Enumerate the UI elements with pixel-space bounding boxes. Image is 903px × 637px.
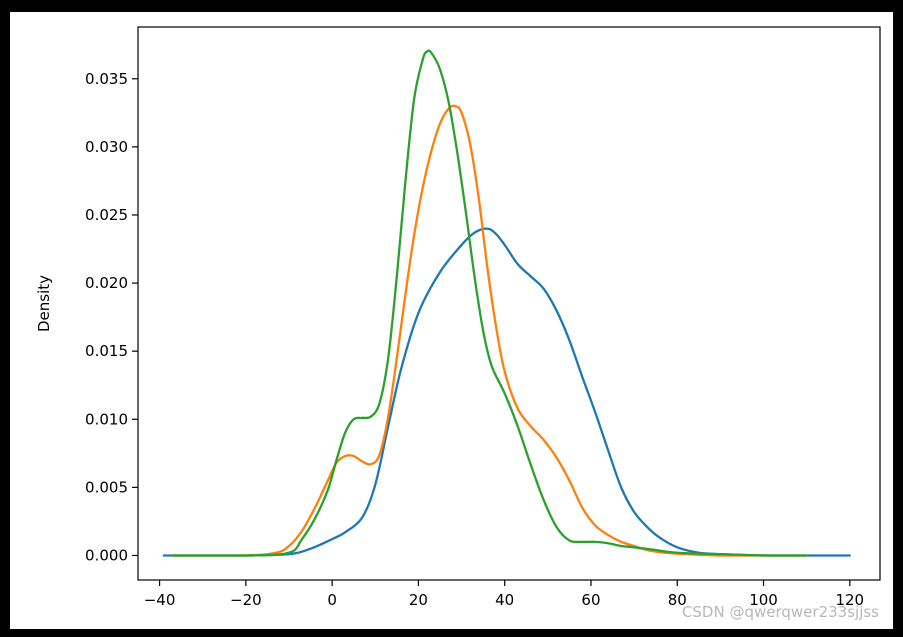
y-tick-label: 0.030: [85, 138, 128, 156]
series-layer: [162, 49, 851, 557]
y-tick-label: 0.010: [85, 410, 128, 428]
x-tick-label: 40: [495, 591, 514, 609]
watermark: CSDN @qwerqwer233sjjss: [681, 603, 879, 621]
series-line-3: [171, 49, 808, 557]
plot-area: [138, 27, 880, 580]
figure: −40 −20 0 20 40 60 80 100 120 0.000 0.005 0.010 0.0…: [10, 12, 893, 629]
x-tick-label: 80: [668, 591, 687, 609]
x-tick-label: 0: [327, 591, 337, 609]
y-tick-label: 0.005: [85, 478, 128, 496]
y-tick-label: 0.035: [85, 70, 128, 88]
series-line-1: [162, 227, 851, 557]
x-tick-label: −20: [230, 591, 262, 609]
y-tick-label: 0.025: [85, 206, 128, 224]
density-chart: −40 −20 0 20 40 60 80 100 120 0.0000.0050.0100.0…: [35, 26, 881, 609]
x-axis: −40 −20 0 20 40 60 80 100 120: [144, 580, 864, 609]
x-tick-label: 120: [835, 591, 864, 609]
y-tick-label: 0.015: [85, 342, 128, 360]
x-tick-label: 60: [581, 591, 600, 609]
x-tick-label: 20: [409, 591, 428, 609]
y-axis: 0.000 0.005 0.010 0.015 0.020 0.025 0.030 0.035: [85, 70, 138, 564]
y-tick-label: 0.000: [85, 546, 128, 564]
plot-frame: [137, 26, 881, 581]
y-axis-label: Density: [35, 275, 53, 332]
x-tick-label: 100: [749, 591, 778, 609]
y-tick-label: 0.020: [85, 274, 128, 292]
x-tick-label: −40: [144, 591, 176, 609]
